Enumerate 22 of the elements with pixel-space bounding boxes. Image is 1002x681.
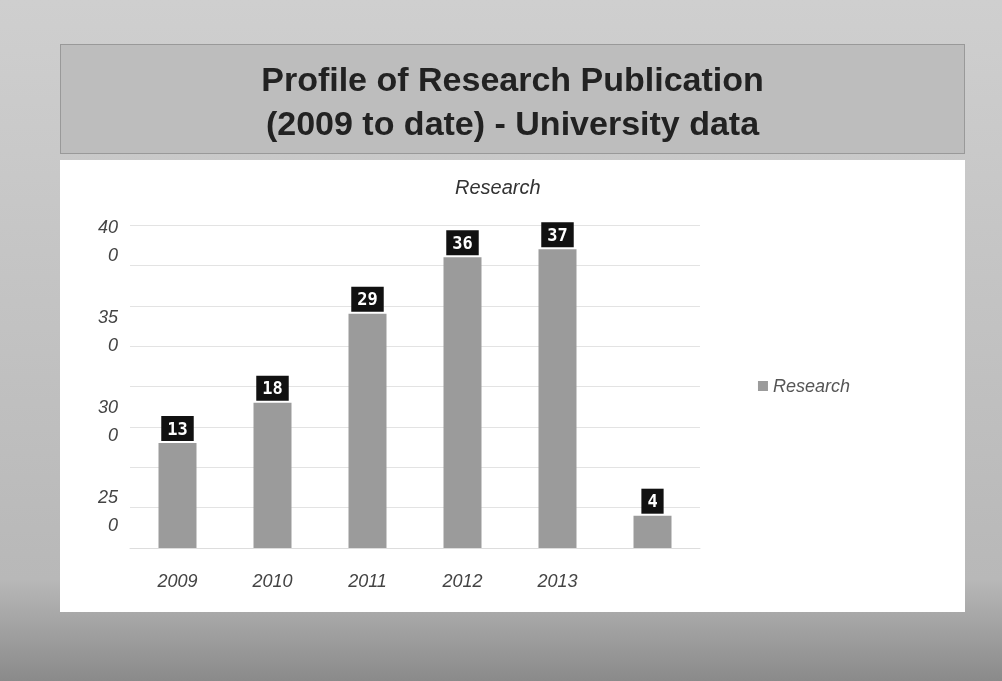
data-label: 18 <box>262 378 283 399</box>
data-label: 29 <box>357 289 378 310</box>
data-label: 4 <box>647 491 658 512</box>
text: 40 <box>97 217 118 237</box>
data-label: 13 <box>167 418 188 439</box>
text: 25 <box>96 487 119 507</box>
text: 0 <box>107 425 118 445</box>
x-tick-label: 2010 <box>251 571 293 591</box>
data-label: 36 <box>452 232 473 253</box>
text: 0 <box>107 515 118 535</box>
x-tick-label: 2013 <box>536 571 578 591</box>
data-label: 37 <box>547 224 568 245</box>
text: 0 <box>107 335 118 355</box>
legend-label: Research <box>772 376 851 396</box>
x-tick-label: 2011 <box>347 571 387 591</box>
text: 30 <box>97 397 118 417</box>
text: 35 <box>97 307 119 327</box>
text: 0 <box>107 245 118 265</box>
chart-subtitle: Research <box>455 176 541 198</box>
chart-title: Profile of Research Publication (2009 to date) - University data <box>60 44 965 154</box>
x-tick-label: 2009 <box>156 571 198 591</box>
x-tick-label: 2012 <box>441 571 483 591</box>
